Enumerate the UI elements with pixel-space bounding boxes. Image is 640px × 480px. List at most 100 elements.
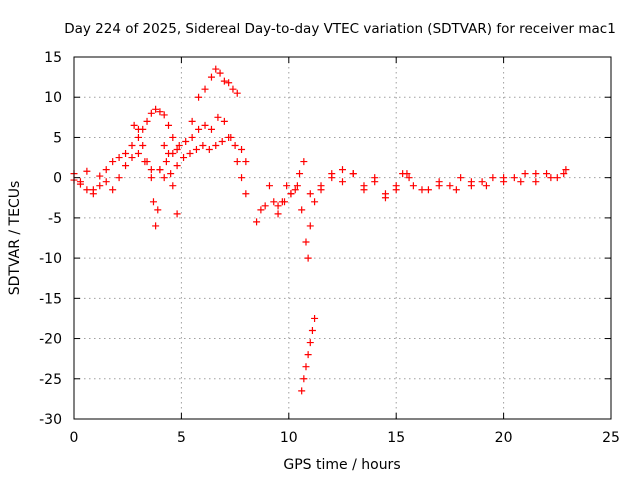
data-point: [154, 206, 162, 214]
series-arc-4: [156, 113, 250, 198]
data-point: [139, 141, 147, 149]
data-point: [446, 182, 454, 190]
data-point: [147, 109, 155, 117]
data-point: [169, 133, 177, 141]
data-point: [381, 194, 389, 202]
data-points: [70, 65, 570, 395]
data-point: [510, 174, 518, 182]
y-axis-label: SDTVAR / TECUs: [7, 181, 23, 296]
data-point: [242, 190, 250, 198]
data-point: [339, 178, 346, 186]
data-point: [207, 73, 215, 81]
series-arc-11: [328, 166, 411, 202]
data-point: [306, 222, 314, 230]
data-point: [201, 85, 209, 93]
data-point: [186, 150, 194, 158]
series-arc-2: [70, 150, 155, 198]
y-tick-label: 15: [44, 50, 62, 66]
data-point: [287, 190, 295, 198]
chart-title: Day 224 of 2025, Sidereal Day-to-day VTE…: [64, 21, 616, 37]
data-point: [435, 182, 443, 190]
data-point: [302, 238, 310, 246]
y-tick-label: -15: [39, 291, 62, 307]
data-point: [195, 125, 203, 133]
data-point: [165, 121, 173, 129]
data-point: [349, 170, 357, 178]
data-point: [160, 111, 168, 119]
data-point: [238, 174, 246, 182]
data-point: [192, 146, 200, 154]
data-point: [424, 186, 432, 194]
data-point: [311, 314, 319, 322]
data-point: [188, 133, 196, 141]
data-point: [405, 174, 413, 182]
data-point: [452, 186, 460, 194]
series-arc-8: [274, 182, 325, 262]
data-point: [143, 158, 151, 166]
data-point: [257, 206, 265, 214]
data-point: [300, 158, 308, 166]
grid: [74, 57, 611, 419]
data-point: [283, 182, 291, 190]
data-point: [231, 141, 239, 149]
data-point: [339, 166, 346, 174]
data-point: [242, 158, 250, 166]
data-point: [205, 146, 213, 154]
data-point: [102, 178, 110, 186]
data-point: [562, 166, 570, 174]
data-point: [195, 93, 203, 101]
data-point: [225, 79, 233, 87]
data-point: [281, 198, 289, 206]
y-tick-label: 10: [44, 90, 62, 106]
data-point: [160, 174, 168, 182]
data-point: [274, 202, 282, 210]
series-arc-13: [418, 170, 568, 194]
data-point: [293, 182, 301, 190]
data-point: [560, 170, 568, 178]
x-tick-label: 5: [177, 430, 186, 446]
data-point: [253, 218, 261, 226]
data-point: [152, 222, 160, 230]
data-point: [147, 174, 155, 182]
x-tick-label: 15: [387, 430, 405, 446]
y-tick-label: 5: [53, 130, 62, 146]
data-point: [160, 141, 168, 149]
data-point: [291, 186, 299, 194]
series-arc-3: [130, 121, 181, 230]
data-point: [199, 141, 207, 149]
series-arc-1: [70, 105, 181, 194]
data-point: [304, 254, 312, 262]
data-point: [553, 174, 561, 182]
data-point: [489, 174, 497, 182]
data-point: [188, 117, 196, 125]
data-point: [418, 186, 426, 194]
plot-frame: [73, 56, 612, 420]
data-point: [162, 158, 170, 166]
series-arc-7: [253, 158, 308, 226]
data-point: [403, 170, 411, 178]
x-tick-label: 25: [602, 430, 620, 446]
data-point: [543, 170, 551, 178]
y-tick-label: -5: [48, 211, 62, 227]
data-point: [83, 167, 91, 175]
data-point: [532, 170, 540, 178]
data-point: [207, 125, 215, 133]
data-point: [225, 133, 233, 141]
x-axis-label: GPS time / hours: [283, 457, 400, 473]
data-point: [122, 162, 130, 170]
data-point: [128, 141, 136, 149]
data-point: [122, 150, 130, 158]
data-point: [96, 172, 104, 180]
data-point: [311, 198, 319, 206]
data-point: [167, 170, 175, 178]
data-point: [306, 339, 314, 347]
data-point: [173, 162, 181, 170]
data-point: [156, 108, 164, 116]
data-point: [89, 190, 97, 198]
y-tick-label: -20: [39, 332, 62, 348]
data-point: [147, 166, 155, 174]
data-point: [409, 182, 417, 190]
series-arc-12: [409, 166, 570, 194]
data-point: [134, 133, 142, 141]
